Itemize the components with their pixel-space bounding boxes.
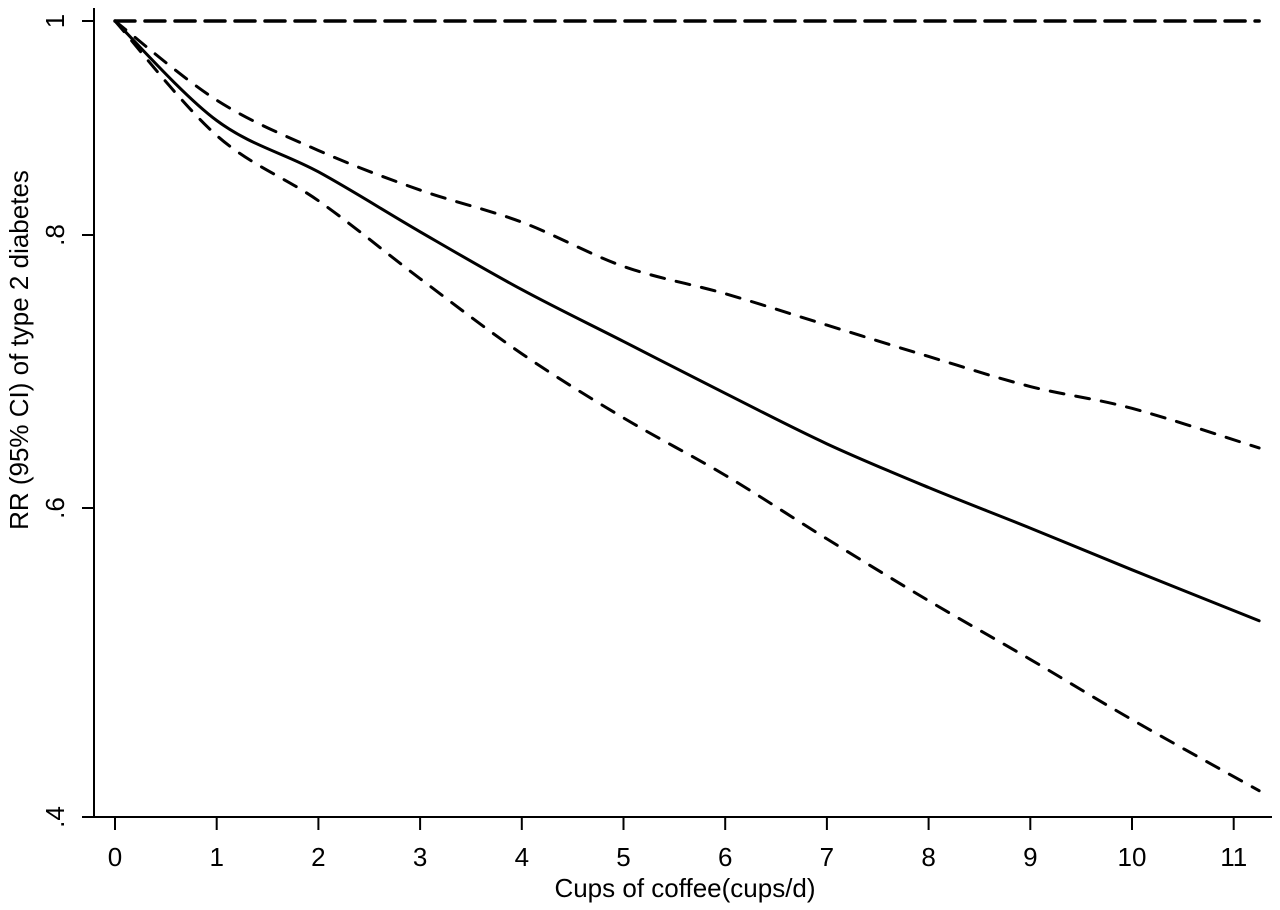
axes bbox=[93, 8, 1272, 818]
x-tick-label: 2 bbox=[311, 842, 325, 872]
y-tick-label: .4 bbox=[40, 806, 70, 828]
y-tick-label: .8 bbox=[40, 224, 70, 246]
y-ticks: 1 .8 .6 .4 bbox=[40, 14, 94, 828]
x-tick-label: 8 bbox=[921, 842, 935, 872]
x-axis-title: Cups of coffee(cups/d) bbox=[554, 873, 815, 903]
y-tick-label: .6 bbox=[40, 497, 70, 519]
x-tick-label: 3 bbox=[413, 842, 427, 872]
x-tick-label: 10 bbox=[1118, 842, 1147, 872]
plot-lines bbox=[113, 19, 1261, 793]
x-tick-label: 7 bbox=[820, 842, 834, 872]
y-axis-title: RR (95% CI) of type 2 diabetes bbox=[4, 170, 34, 530]
x-ticks: 0 1 2 3 4 5 6 7 8 9 10 11 bbox=[108, 817, 1247, 872]
x-tick-label: 5 bbox=[616, 842, 630, 872]
x-tick-label: 4 bbox=[515, 842, 529, 872]
x-tick-label: 11 bbox=[1220, 842, 1247, 872]
x-tick-label: 6 bbox=[718, 842, 732, 872]
upper-ci-line bbox=[113, 19, 1261, 450]
lower-ci-line bbox=[113, 19, 1261, 793]
x-tick-label: 9 bbox=[1023, 842, 1037, 872]
x-tick-label: 1 bbox=[209, 842, 223, 872]
rr-estimate-line bbox=[113, 19, 1261, 623]
x-tick-label: 0 bbox=[108, 842, 122, 872]
y-tick-label: 1 bbox=[40, 14, 70, 28]
